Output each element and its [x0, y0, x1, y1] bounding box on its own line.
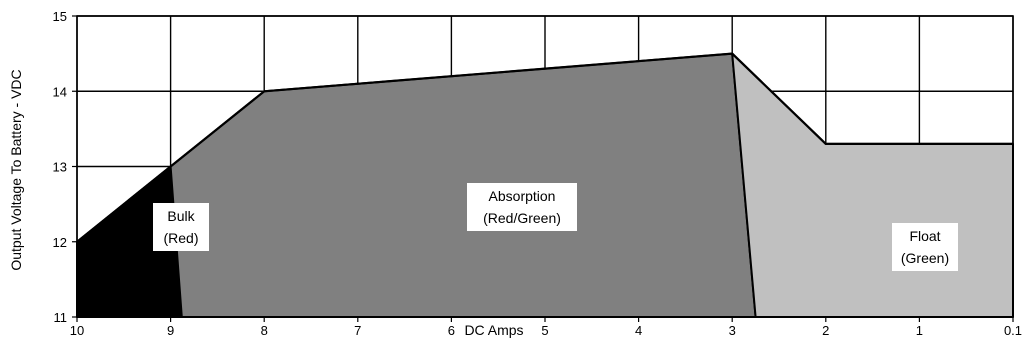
- y-tick-label: 14: [53, 84, 67, 99]
- y-tick-label: 15: [53, 9, 67, 24]
- x-tick-label: 6: [448, 323, 455, 338]
- region-label-float: Float: [909, 228, 940, 244]
- x-axis-title: DC Amps: [464, 322, 523, 338]
- x-tick-label: 7: [354, 323, 361, 338]
- ticks-layer: 10 9 8 7 6 5 4 3 2 1 0.1 11 12 13 14 15: [53, 9, 1023, 338]
- charge-curve-line: [76, 52, 1013, 243]
- region-sublabel-bulk: (Red): [163, 230, 198, 246]
- x-tick-label: 2: [822, 323, 829, 338]
- y-tick-label: 11: [54, 310, 68, 325]
- region-label-box-bulk: [153, 203, 209, 251]
- y-tick-label: 12: [53, 235, 67, 250]
- x-tick-label: 4: [635, 323, 642, 338]
- region-label-bulk: Bulk: [167, 208, 195, 224]
- region-label-absorption: Absorption: [489, 188, 556, 204]
- x-tick-label: 3: [729, 323, 736, 338]
- x-tick-label: 8: [261, 323, 268, 338]
- x-tick-label: 9: [167, 323, 174, 338]
- region-label-box-absorption: [467, 183, 577, 231]
- region-absorption: [169, 52, 757, 318]
- x-tick-label: 0.1: [1004, 323, 1022, 338]
- x-tick-label: 5: [541, 323, 548, 338]
- x-tick-label: 10: [70, 323, 84, 338]
- y-axis-title: Output Voltage To Battery - VDC: [8, 69, 24, 270]
- x-tick-label: 1: [916, 323, 923, 338]
- region-sublabel-float: (Green): [901, 250, 949, 266]
- y-tick-label: 13: [53, 160, 67, 175]
- labels-layer: Bulk (Red) Absorption (Red/Green) Float (Gree…: [153, 183, 958, 271]
- region-sublabel-absorption: (Red/Green): [483, 210, 561, 226]
- region-label-box-float: [892, 223, 958, 271]
